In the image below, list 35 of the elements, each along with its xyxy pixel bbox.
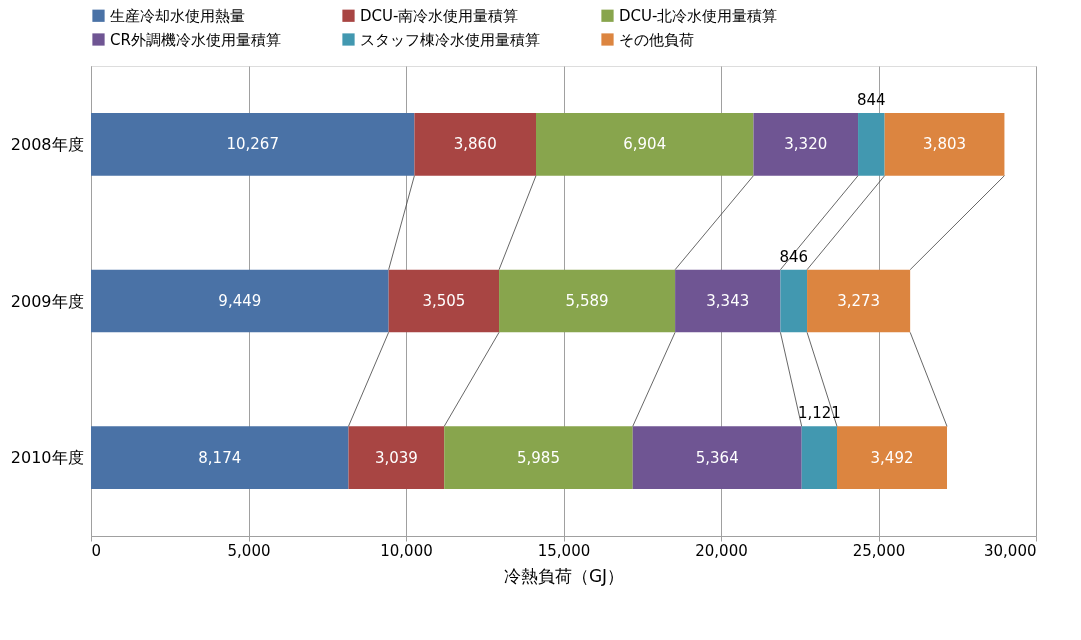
y-tick-label: 2010年度	[10, 448, 84, 468]
data-label: 9,449	[218, 292, 262, 310]
data-label: 5,364	[695, 448, 739, 467]
data-label: 5,985	[517, 448, 560, 467]
y-tick-label: 2008年度	[10, 134, 84, 154]
legend-label: CR外調機冷水使用量積算	[110, 30, 281, 49]
data-label: 3,343	[706, 292, 750, 310]
x-axis-title: 冷熱負荷（GJ）	[503, 565, 625, 586]
x-tick-label: 15,000	[537, 541, 591, 560]
data-label: 3,492	[870, 448, 914, 467]
x-tick-label: 10,000	[380, 541, 433, 560]
x-tick-label: 0	[91, 541, 102, 560]
data-label: 1,121	[797, 404, 841, 423]
legend-label: 生産冷却水使用熱量	[110, 6, 245, 25]
x-tick-label: 25,000	[852, 541, 906, 560]
data-label: 10,267	[226, 135, 279, 154]
data-label: 3,860	[453, 135, 497, 154]
x-tick-label: 5,000	[227, 541, 271, 560]
data-label: 3,803	[923, 135, 967, 154]
x-tick-label: 30,000	[984, 541, 1037, 560]
legend-label: DCU-南冷水使用量積算	[360, 6, 519, 25]
data-label: 3,039	[374, 448, 418, 467]
y-tick-label: 2009年度	[10, 291, 84, 311]
data-label: 3,273	[837, 292, 881, 310]
legend-label: DCU-北冷水使用量積算	[619, 6, 778, 25]
data-label: 844	[857, 91, 886, 109]
legend-label: その他負荷	[619, 30, 694, 49]
data-label: 5,589	[565, 292, 609, 310]
x-tick-label: 20,000	[695, 541, 748, 560]
data-label: 846	[779, 247, 809, 266]
data-label: 8,174	[198, 448, 242, 467]
data-label: 6,904	[623, 135, 667, 154]
data-label: 3,320	[784, 135, 828, 154]
data-label: 3,505	[422, 292, 466, 310]
legend-label: スタッフ棟冷水使用量積算	[360, 30, 540, 49]
